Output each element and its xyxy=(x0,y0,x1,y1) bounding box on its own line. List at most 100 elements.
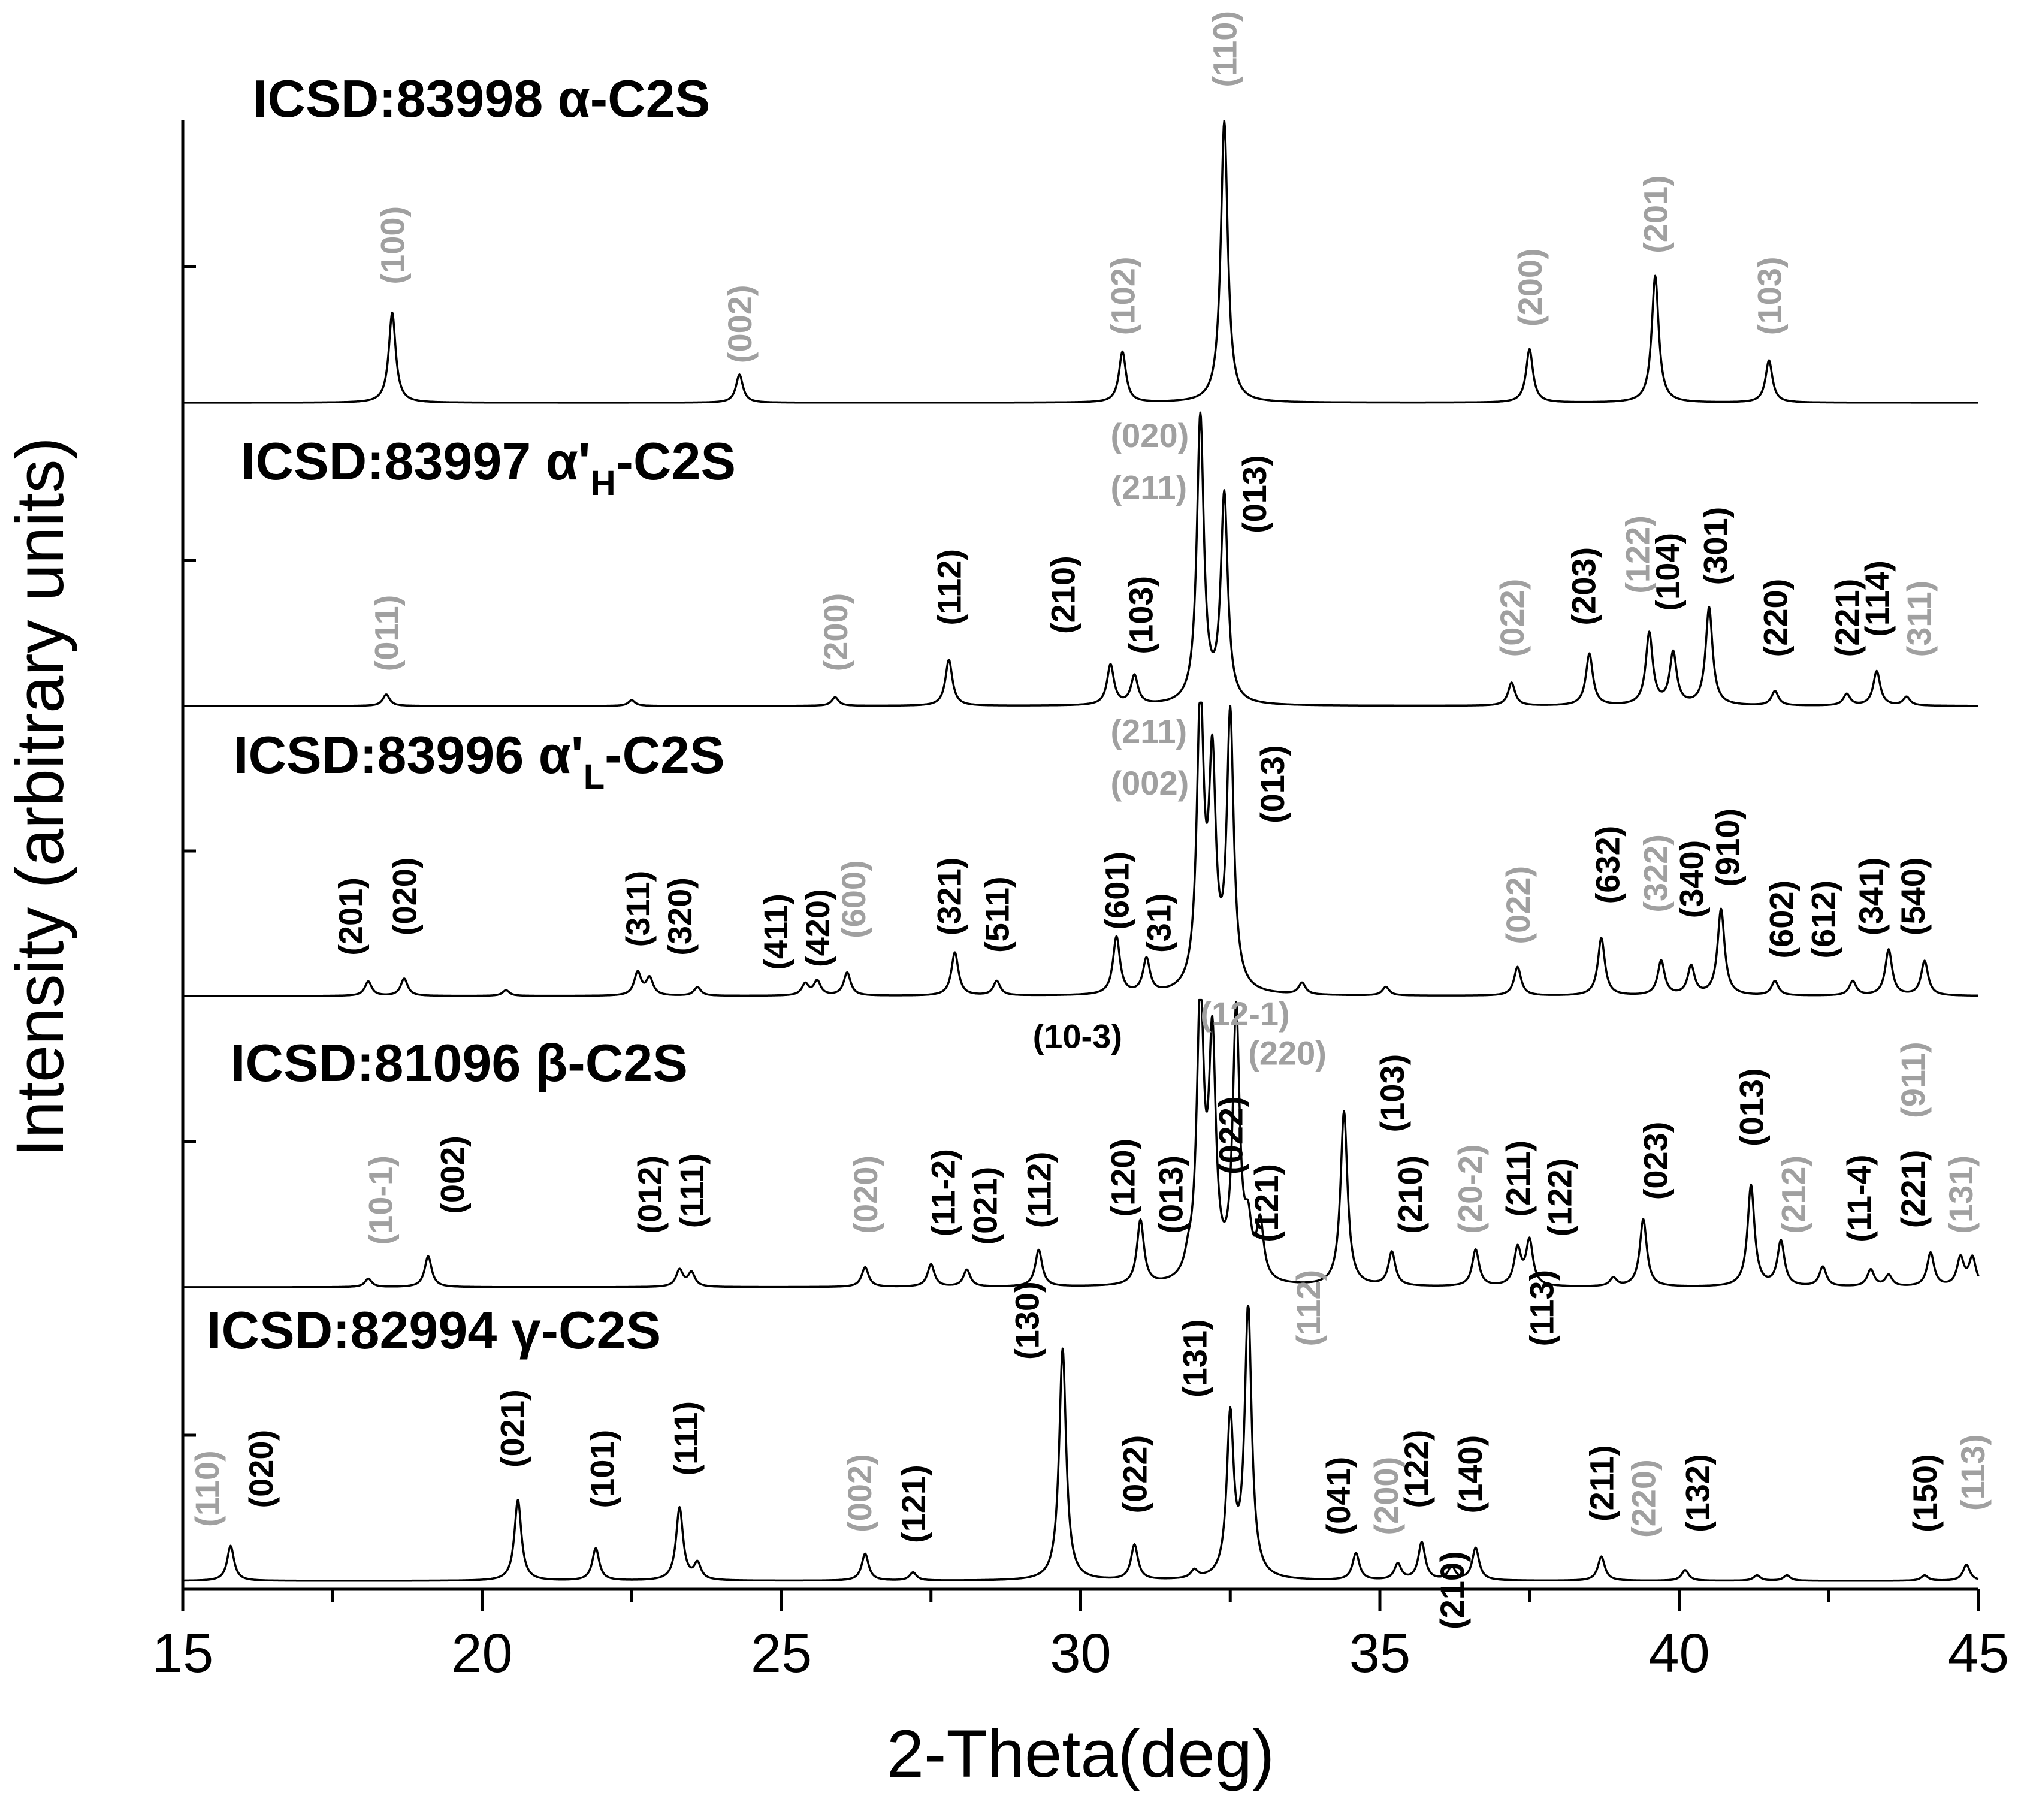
hkl-label: (023) xyxy=(1637,1122,1675,1200)
hkl-label: (121) xyxy=(895,1465,932,1543)
hkl-label: (111) xyxy=(667,1401,705,1476)
hkl-label: (201) xyxy=(332,877,370,956)
hkl-label: (341) xyxy=(1852,857,1890,935)
x-tick-label: 15 xyxy=(152,1623,213,1684)
hkl-label: (200) xyxy=(1511,248,1549,327)
hkl-label: (321) xyxy=(931,857,968,935)
hkl-label: (200) xyxy=(817,593,854,672)
panel-title-alpha-prime-H: ICSD:83997 α'H-C2S xyxy=(241,431,736,503)
hkl-label: (110) xyxy=(1206,11,1243,87)
hkl-label: (320) xyxy=(661,877,699,956)
panel-title-beta: ICSD:81096 β-C2S xyxy=(231,1033,688,1092)
hkl-label: (322) xyxy=(1637,834,1675,913)
hkl-label: (210) xyxy=(1044,556,1082,634)
hkl-label: (511) xyxy=(978,876,1016,953)
hkl-label: (200) xyxy=(1367,1457,1405,1535)
hkl-label: (041) xyxy=(1319,1457,1357,1535)
x-tick-label: 35 xyxy=(1349,1623,1410,1684)
panel-title-alpha: ICSD:83998 α-C2S xyxy=(253,69,710,128)
hkl-label: (013) xyxy=(1253,745,1291,823)
hkl-label: (211) xyxy=(1111,713,1188,750)
hkl-label: (103) xyxy=(1373,1054,1411,1133)
hkl-label: (130) xyxy=(1008,1281,1046,1360)
hkl-label: (201) xyxy=(1637,175,1675,253)
hkl-label: (211) xyxy=(1583,1445,1621,1522)
hkl-label: (150) xyxy=(1906,1454,1944,1532)
hkl-label: (301) xyxy=(1696,507,1734,585)
hkl-label: (020) xyxy=(386,857,424,935)
x-tick-label: 45 xyxy=(1948,1623,2009,1684)
hkl-label: (021) xyxy=(493,1389,531,1468)
hkl-label: (121) xyxy=(1247,1164,1285,1242)
hkl-label: (131) xyxy=(1942,1155,1980,1234)
hkl-label: (110) xyxy=(188,1450,226,1527)
x-tick-label: 25 xyxy=(751,1623,812,1684)
hkl-label: (104) xyxy=(1649,533,1687,611)
hkl-label: (113) xyxy=(1954,1434,1992,1511)
pattern-alpha xyxy=(182,120,1979,404)
hkl-label: (013) xyxy=(1235,455,1273,533)
hkl-label: (20-2) xyxy=(1451,1144,1489,1233)
hkl-label: (100) xyxy=(374,206,412,285)
hkl-label: (411) xyxy=(757,894,794,970)
hkl-label: (420) xyxy=(799,889,836,967)
pattern-alpha-prime-L xyxy=(182,701,1979,997)
hkl-label: (120) xyxy=(1104,1139,1141,1217)
hkl-label: (211) xyxy=(1499,1140,1537,1217)
hkl-label: (112) xyxy=(931,549,968,626)
hkl-label: (020) xyxy=(1111,416,1189,454)
hkl-label: (101) xyxy=(583,1430,621,1508)
hkl-label: (103) xyxy=(1122,576,1159,654)
hkl-label: (132) xyxy=(1679,1454,1717,1532)
hkl-label: (131) xyxy=(1176,1319,1213,1398)
hkl-label: (203) xyxy=(1565,547,1603,626)
pattern-beta xyxy=(182,998,1980,1288)
hkl-label: (020) xyxy=(242,1430,280,1508)
panel-title-gamma: ICSD:82994 γ-C2S xyxy=(207,1300,661,1360)
hkl-label: (022) xyxy=(1499,866,1537,944)
hkl-label: (911) xyxy=(1894,1042,1932,1118)
hkl-label: (022) xyxy=(1493,579,1531,657)
pattern-gamma xyxy=(182,1305,1979,1582)
hkl-label: (11-2) xyxy=(925,1149,962,1236)
hkl-label: (011) xyxy=(368,595,406,672)
hkl-label: (311) xyxy=(1900,581,1938,657)
hkl-label: (340) xyxy=(1673,840,1711,919)
hkl-label: (10-3) xyxy=(1033,1018,1122,1055)
hkl-label: (31) xyxy=(1140,893,1177,953)
hkl-label: (12-1) xyxy=(1200,995,1289,1033)
hkl-label: (013) xyxy=(1152,1155,1189,1234)
hkl-label: (102) xyxy=(1104,256,1141,335)
hkl-label: (112) xyxy=(1020,1152,1058,1229)
hkl-label: (122) xyxy=(1619,515,1657,594)
hkl-label: (022) xyxy=(1212,1096,1249,1175)
hkl-label: (910) xyxy=(1708,808,1746,887)
hkl-label: (140) xyxy=(1451,1435,1489,1514)
hkl-label: (002) xyxy=(1111,764,1189,802)
hkl-label: (002) xyxy=(841,1454,878,1532)
x-axis-title: 2-Theta(deg) xyxy=(887,1716,1274,1791)
y-axis-title: Intensity (arbitrary units) xyxy=(2,437,77,1157)
hkl-label: (002) xyxy=(434,1136,472,1214)
hkl-label: (210) xyxy=(1391,1155,1429,1234)
hkl-label: (021) xyxy=(966,1167,1004,1245)
hkl-label: (114) xyxy=(1858,560,1896,637)
hkl-label: (212) xyxy=(1774,1155,1812,1234)
hkl-label: (601) xyxy=(1098,852,1135,930)
hkl-label: (600) xyxy=(835,860,872,938)
hkl-label: (220) xyxy=(1625,1459,1663,1538)
hkl-label: (211) xyxy=(1111,468,1188,506)
hkl-label: (103) xyxy=(1750,256,1788,335)
hkl-label: (11-4) xyxy=(1840,1155,1878,1242)
hkl-label: (122) xyxy=(1397,1430,1435,1508)
hkl-label: (112) xyxy=(1289,1270,1327,1347)
hkl-label: (022) xyxy=(1116,1435,1153,1514)
hkl-label: (220) xyxy=(1756,579,1794,657)
panel-title-alpha-prime-L: ICSD:83996 α'L-C2S xyxy=(234,725,725,796)
hkl-label: (013) xyxy=(1732,1068,1770,1146)
pattern-alpha-prime-H xyxy=(182,411,1979,707)
hkl-label: (311) xyxy=(619,871,657,947)
hkl-label: (012) xyxy=(631,1155,669,1234)
hkl-label: (122) xyxy=(1541,1158,1579,1237)
